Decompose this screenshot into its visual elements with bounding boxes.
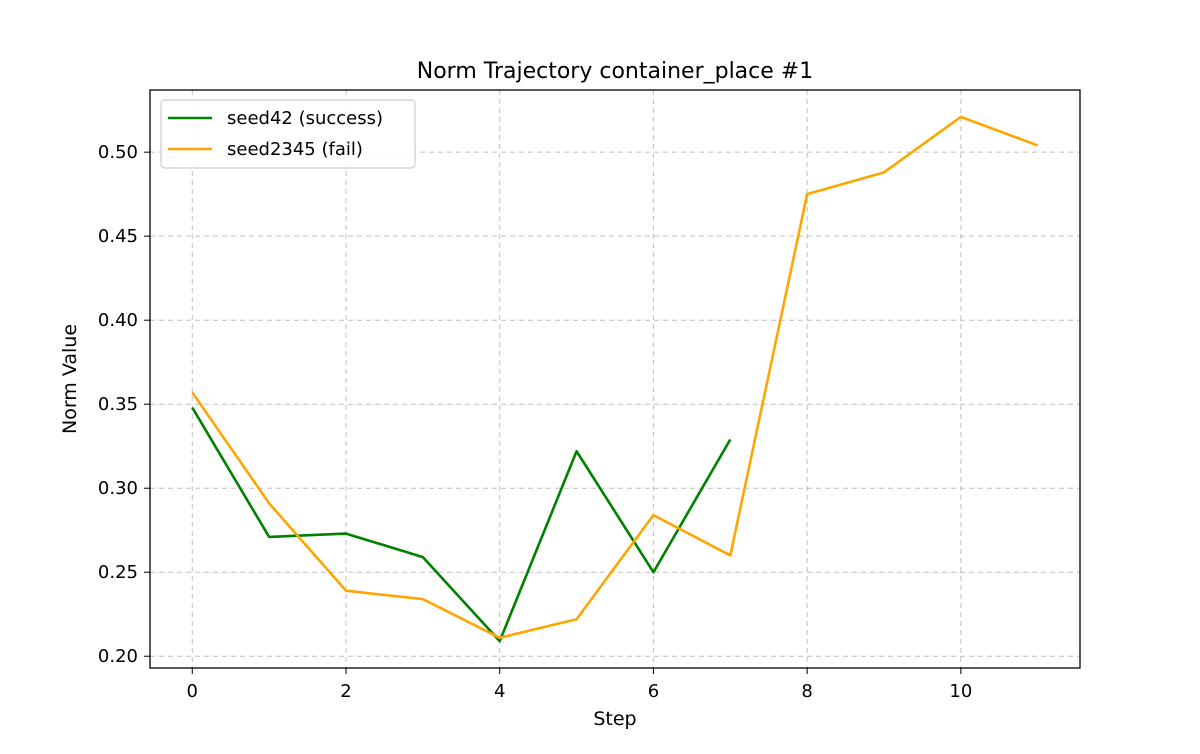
legend-label: seed2345 (fail) [227,139,363,160]
y-tick-label: 0.30 [98,478,138,499]
y-tick-label: 0.20 [98,646,138,667]
y-tick-label: 0.35 [98,394,138,415]
x-tick-label: 10 [949,681,972,702]
y-tick-label: 0.45 [98,226,138,247]
x-axis-label: Step [593,708,636,730]
x-tick-label: 2 [340,681,351,702]
x-tick-label: 0 [187,681,198,702]
y-tick-label: 0.50 [98,142,138,163]
legend: seed42 (success) seed2345 (fail) [160,99,416,169]
chart-title: Norm Trajectory container_place #1 [417,59,813,84]
y-tick-label: 0.25 [98,562,138,583]
legend-label: seed42 (success) [227,108,383,129]
x-tick-label: 6 [648,681,659,702]
plot-frame [149,89,1081,669]
series-line-0 [191,406,732,643]
x-tick-label: 8 [801,681,812,702]
y-tick-label: 0.40 [98,310,138,331]
series-line-1 [191,115,1039,640]
x-tick-label: 4 [494,681,505,702]
series-layer [191,115,1039,643]
tick-layer: 0 2 4 6 8 10 0.20 0.25 0.30 0.35 0.40 0.45 0.50 [98,142,972,702]
legend-box [160,99,416,169]
y-axis-label: Norm Value [59,324,81,434]
